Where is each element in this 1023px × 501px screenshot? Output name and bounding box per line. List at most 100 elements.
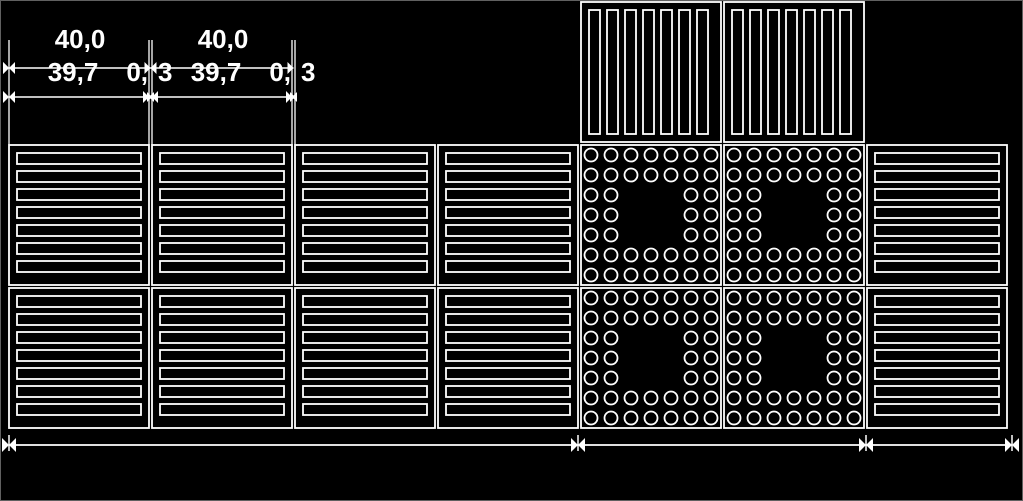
- dot: [665, 249, 678, 262]
- bar: [17, 368, 141, 379]
- dots-tile: [724, 145, 864, 285]
- bar: [160, 404, 284, 415]
- bar: [446, 207, 570, 218]
- dot: [848, 332, 861, 345]
- dot: [585, 412, 598, 425]
- dot: [748, 352, 761, 365]
- dim-label: 40,0: [55, 24, 106, 54]
- dot: [848, 392, 861, 405]
- dot: [728, 209, 741, 222]
- dot: [605, 209, 618, 222]
- dot: [768, 292, 781, 305]
- dot: [685, 249, 698, 262]
- bars-tile: [295, 145, 435, 285]
- arrowhead: [1012, 438, 1019, 452]
- bar: [875, 314, 999, 325]
- dot: [848, 189, 861, 202]
- dot: [705, 332, 718, 345]
- dot: [728, 149, 741, 162]
- bar: [160, 225, 284, 236]
- bar: [17, 296, 141, 307]
- bars-tile: [581, 2, 721, 142]
- dot: [605, 292, 618, 305]
- dot: [748, 189, 761, 202]
- arrowhead: [9, 438, 16, 452]
- bar: [446, 404, 570, 415]
- dot: [748, 412, 761, 425]
- bars-tile: [438, 145, 578, 285]
- bar: [446, 261, 570, 272]
- dot: [625, 412, 638, 425]
- dot: [645, 249, 658, 262]
- dot: [705, 412, 718, 425]
- bar: [17, 314, 141, 325]
- dot: [585, 149, 598, 162]
- dot: [705, 249, 718, 262]
- bar: [17, 386, 141, 397]
- bar: [679, 10, 690, 134]
- bar: [446, 350, 570, 361]
- dot: [788, 149, 801, 162]
- dot: [828, 412, 841, 425]
- dot: [788, 249, 801, 262]
- dot: [848, 169, 861, 182]
- dots-tile: [581, 145, 721, 285]
- bar: [786, 10, 797, 134]
- dot: [645, 169, 658, 182]
- dot: [605, 189, 618, 202]
- bar: [875, 296, 999, 307]
- dot: [605, 372, 618, 385]
- dot: [828, 169, 841, 182]
- bar: [303, 189, 427, 200]
- bar: [17, 207, 141, 218]
- dim-label: 3: [158, 57, 172, 87]
- dot: [788, 392, 801, 405]
- bar: [160, 189, 284, 200]
- bar: [160, 350, 284, 361]
- dot: [685, 352, 698, 365]
- bars-tile: [152, 288, 292, 428]
- dim-397-right: [152, 91, 292, 103]
- dot: [685, 149, 698, 162]
- bar: [303, 153, 427, 164]
- dot: [788, 292, 801, 305]
- dot: [828, 269, 841, 282]
- bars-tile: [9, 288, 149, 428]
- bars-tile: [152, 145, 292, 285]
- bar: [17, 332, 141, 343]
- dot: [808, 149, 821, 162]
- dot: [665, 269, 678, 282]
- dot: [828, 372, 841, 385]
- dot: [705, 229, 718, 242]
- bar: [875, 332, 999, 343]
- bar: [303, 171, 427, 182]
- arrowhead: [578, 438, 585, 452]
- dot: [848, 412, 861, 425]
- dot: [728, 169, 741, 182]
- bar: [446, 171, 570, 182]
- bar: [697, 10, 708, 134]
- bar: [160, 386, 284, 397]
- dot: [828, 292, 841, 305]
- bar: [875, 404, 999, 415]
- bar: [160, 368, 284, 379]
- dot: [808, 249, 821, 262]
- dot: [748, 209, 761, 222]
- bar: [446, 314, 570, 325]
- dot: [848, 292, 861, 305]
- dot: [808, 392, 821, 405]
- dot: [728, 352, 741, 365]
- bar: [446, 153, 570, 164]
- dot: [645, 292, 658, 305]
- dot: [748, 149, 761, 162]
- bars-tile: [724, 2, 864, 142]
- dot: [705, 269, 718, 282]
- dot: [585, 169, 598, 182]
- dot: [585, 249, 598, 262]
- dot: [585, 392, 598, 405]
- dot: [728, 229, 741, 242]
- dot: [705, 189, 718, 202]
- bar: [589, 10, 600, 134]
- dot: [848, 352, 861, 365]
- bar: [303, 350, 427, 361]
